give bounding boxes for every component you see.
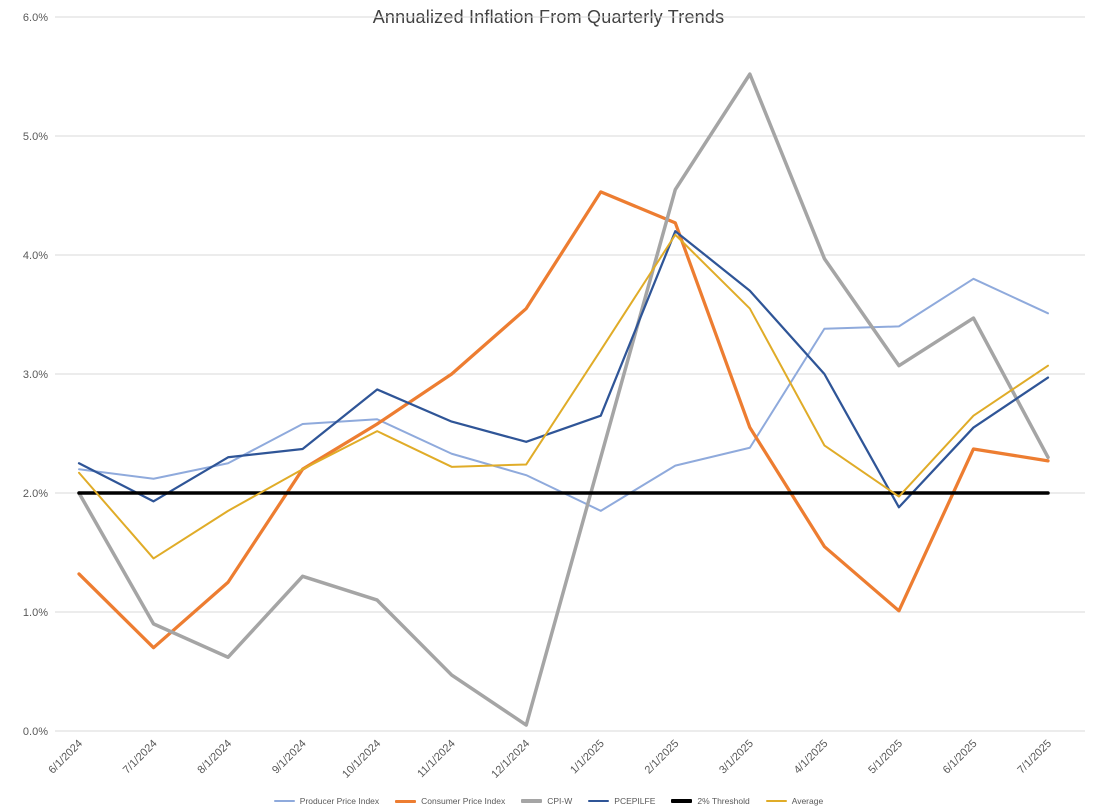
legend-item-2-threshold: 2% Threshold <box>671 796 750 806</box>
legend-label: Average <box>791 796 824 806</box>
x-axis-label: 7/1/2025 <box>1015 738 1054 777</box>
x-axis-label: 12/1/2024 <box>489 738 532 781</box>
legend-label: Consumer Price Index <box>421 796 506 806</box>
series-line-average <box>78 233 1049 560</box>
legend-swatch <box>588 800 610 802</box>
legend-label: PCEPILFE <box>614 796 656 806</box>
y-axis-label: 6.0% <box>23 12 48 24</box>
chart-legend: Producer Price Index Consumer Price Index… <box>0 796 1097 806</box>
series-line-cpi-w <box>77 72 1050 727</box>
x-axis-label: 6/1/2025 <box>941 738 980 777</box>
series-line-pcepilfe <box>77 230 1050 509</box>
legend-item-cpi-w: CPI-W <box>521 796 572 806</box>
x-axis-label: 5/1/2025 <box>866 738 905 777</box>
y-axis-label: 2.0% <box>23 488 48 500</box>
x-axis-label: 6/1/2024 <box>46 738 85 777</box>
x-axis-label: 1/1/2025 <box>568 738 607 777</box>
legend-item-consumer-price-index: Consumer Price Index <box>395 796 505 806</box>
x-axis-label: 10/1/2024 <box>340 738 383 781</box>
legend-swatch <box>765 800 787 802</box>
x-axis-label: 2/1/2025 <box>643 738 682 777</box>
x-axis-label: 9/1/2024 <box>270 738 309 777</box>
legend-label: 2% Threshold <box>697 796 750 806</box>
legend-swatch <box>273 800 295 802</box>
y-axis-label: 1.0% <box>23 607 48 619</box>
x-axis-label: 8/1/2024 <box>195 738 234 777</box>
series-line-consumer-price-index <box>77 190 1050 650</box>
x-axis-label: 3/1/2025 <box>717 738 756 777</box>
legend-item-pcepilfe: PCEPILFE <box>588 796 655 806</box>
legend-swatch <box>671 799 693 803</box>
y-axis-label: 5.0% <box>23 131 48 143</box>
y-axis-label: 4.0% <box>23 250 48 262</box>
legend-swatch <box>395 799 417 803</box>
y-axis-label: 0.0% <box>23 726 48 738</box>
legend-label: CPI-W <box>547 796 573 806</box>
x-axis-label: 4/1/2025 <box>792 738 831 777</box>
series-line-producer-price-index <box>78 277 1049 512</box>
x-axis-label: 7/1/2024 <box>121 738 160 777</box>
x-axis-label: 11/1/2024 <box>415 738 458 781</box>
legend-swatch <box>521 799 543 803</box>
legend-item-average: Average <box>765 796 824 806</box>
legend-label: Producer Price Index <box>299 796 380 806</box>
legend-item-producer-price-index: Producer Price Index <box>273 796 380 806</box>
y-axis-label: 3.0% <box>23 369 48 381</box>
